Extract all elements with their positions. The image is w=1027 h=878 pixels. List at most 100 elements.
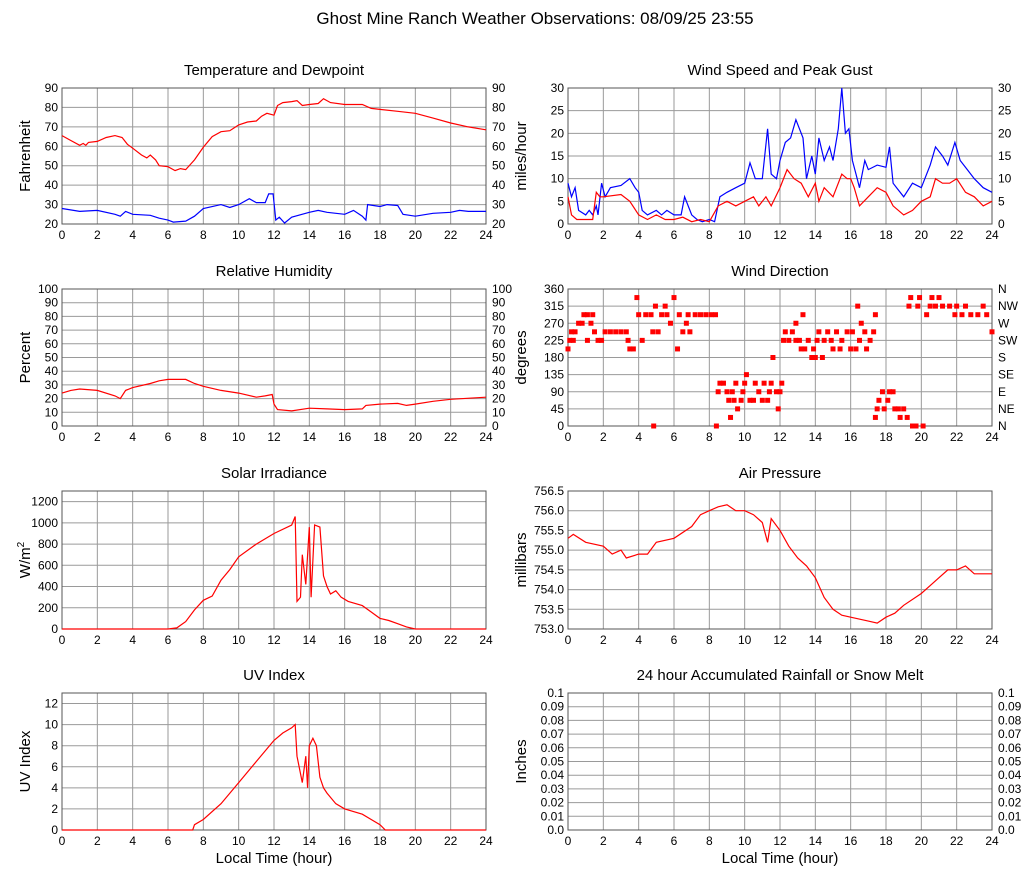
y-axis-label: degrees [513,330,530,384]
y-axis-label: UV Index [17,730,34,792]
y-tick-label: 0.1 [547,686,564,700]
x-tick-label: 22 [444,430,458,444]
data-point [798,346,804,352]
data-point [685,312,691,318]
x-tick-label: 8 [200,430,207,444]
data-point [876,397,882,403]
y-tick-label: 753.5 [534,602,564,616]
x-tick-label: 22 [444,834,458,848]
y-tick-label: 800 [38,537,58,551]
data-point [929,295,935,301]
x-tick-label: 18 [373,228,387,242]
x-tick-label: 12 [773,633,787,647]
x-tick-label: 10 [232,228,246,242]
y-tick-label: 756.5 [534,484,564,498]
y-tick-label-right: 60 [492,139,506,153]
data-point [570,337,576,343]
y-tick-label: 755.5 [534,523,564,537]
data-point [917,295,923,301]
y-tick-label: 600 [38,558,58,572]
y-tick-label: 0.05 [541,755,565,769]
data-point [834,329,840,335]
data-point [724,389,730,395]
data-point [811,346,817,352]
x-tick-label: 8 [200,228,207,242]
data-point [947,303,953,309]
y-tick-label: 20 [45,392,59,406]
data-point [786,337,792,343]
data-point [828,337,834,343]
data-point [733,380,739,386]
y-tick-label-right: 25 [998,104,1012,118]
y-tick-label-right: N [998,419,1007,433]
data-point [680,329,686,335]
x-tick-label: 18 [373,430,387,444]
data-point [892,406,898,412]
data-point [814,337,820,343]
data-point [636,312,642,318]
x-tick-label: 10 [738,633,752,647]
data-point [800,312,806,318]
y-tick-label: 1200 [31,495,58,509]
data-point [698,312,703,318]
x-tick-label: 8 [706,633,713,647]
panel-title: Air Pressure [739,465,822,482]
data-point [781,337,787,343]
data-point [613,329,619,335]
x-tick-label: 2 [600,834,607,848]
figure-title: Ghost Mine Ranch Weather Observations: 0… [316,9,753,28]
data-point [639,337,645,343]
y-tick-label-right: 0.0 [998,823,1015,837]
data-point [908,295,914,301]
y-tick-label: 6 [51,760,58,774]
x-tick-label: 20 [915,228,929,242]
data-point [855,303,861,309]
y-tick-label-right: 0.03 [998,782,1022,796]
data-point [963,303,968,309]
data-point [766,389,772,395]
x-tick-label: 10 [232,430,246,444]
y-tick-label: 15 [551,149,565,163]
data-point [839,337,845,343]
y-tick-label: 0.0 [547,823,564,837]
data-point [910,423,915,429]
y-tick-label: 754.5 [534,563,564,577]
x-tick-label: 0 [59,228,66,242]
data-point [607,329,613,335]
y-tick-label-right: 40 [492,364,506,378]
y-tick-label-right: 30 [492,378,506,392]
data-point [567,337,573,343]
y-tick-label: 270 [544,316,564,330]
data-point [825,329,831,335]
y-tick-label-right: 70 [492,120,506,134]
data-point [713,312,719,318]
data-point [805,337,811,343]
data-point [648,312,654,318]
data-point [602,329,608,335]
x-tick-label: 18 [373,633,387,647]
data-point [729,389,735,395]
data-point [720,380,726,386]
x-tick-label: 10 [232,834,246,848]
x-tick-label: 8 [706,228,713,242]
x-tick-label: 24 [479,430,493,444]
data-point [793,337,799,343]
y-tick-label-right: 0.07 [998,727,1022,741]
x-tick-label: 6 [165,834,172,848]
x-tick-label: 24 [479,633,493,647]
y-tick-label: 5 [557,194,564,208]
y-tick-label: 10 [551,172,565,186]
y-tick-label: 315 [544,299,564,313]
y-tick-label-right: 0.04 [998,768,1022,782]
y-tick-label: 400 [38,580,58,594]
y-tick-label-right: 20 [492,217,506,231]
data-point [924,312,930,318]
data-point [897,414,903,420]
x-tick-label: 0 [565,633,572,647]
x-tick-label: 2 [600,633,607,647]
x-tick-label: 10 [232,633,246,647]
data-point [659,312,665,318]
data-point [812,355,818,360]
data-point [623,329,629,335]
data-point [742,380,748,386]
